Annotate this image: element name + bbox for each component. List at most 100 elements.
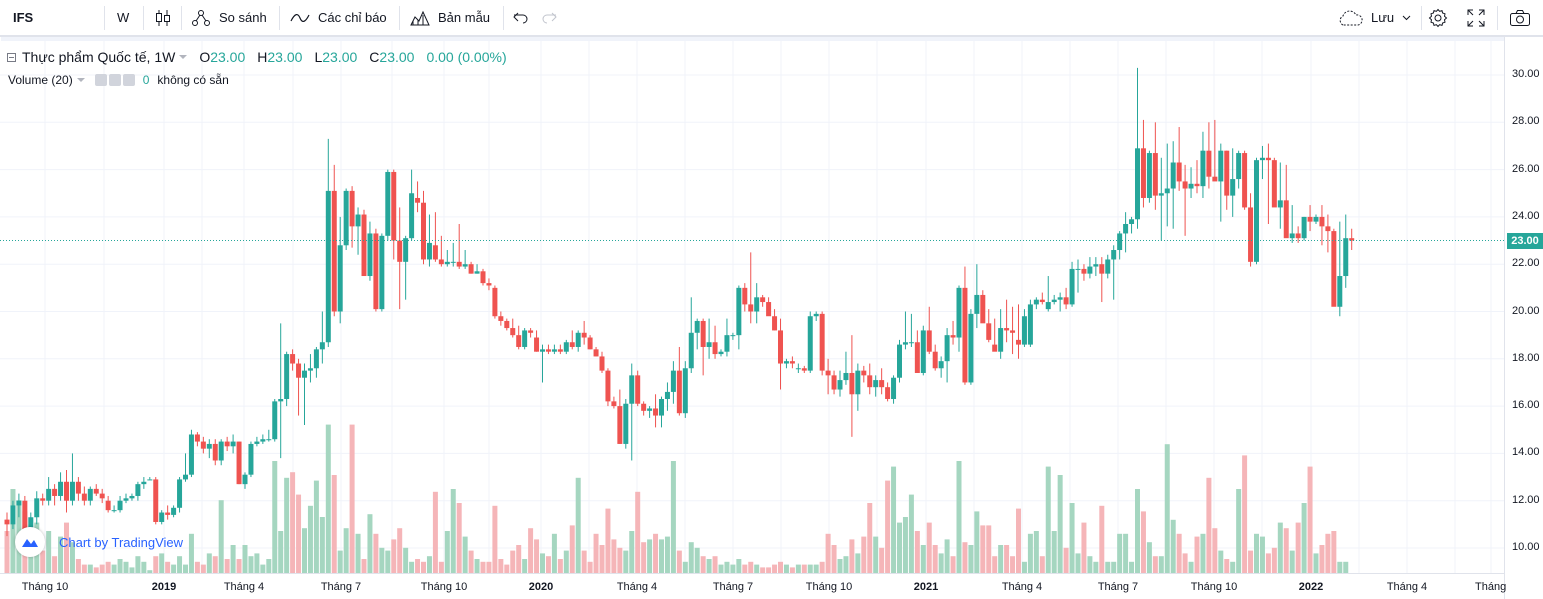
candle-body — [498, 316, 504, 321]
candle-body — [581, 332, 587, 338]
volume-bar — [754, 564, 760, 573]
candle-body — [1129, 219, 1135, 224]
volume-bar — [1140, 511, 1146, 573]
candle-body — [16, 500, 22, 506]
candle-body — [99, 493, 105, 499]
candle-body — [617, 406, 623, 444]
close-icon[interactable] — [122, 74, 135, 86]
collapse-legend-button[interactable] — [7, 52, 16, 62]
candle-body — [754, 297, 760, 312]
candle-body — [111, 510, 117, 512]
volume-bar — [885, 480, 891, 573]
redo-button[interactable] — [541, 0, 557, 35]
candle-body — [284, 354, 290, 400]
candle-body — [569, 342, 575, 347]
volume-bar — [1200, 533, 1206, 573]
candle-body — [575, 332, 581, 347]
fullscreen-button[interactable] — [1467, 0, 1485, 35]
volume-bar — [111, 564, 117, 573]
chevron-down-icon[interactable] — [179, 55, 188, 59]
candle-body — [748, 304, 754, 312]
volume-bar — [1027, 533, 1033, 573]
volume-bar — [1045, 466, 1051, 573]
candle-body — [22, 500, 28, 537]
time-tick-label: 2019 — [151, 581, 177, 593]
candle-body — [956, 287, 962, 338]
candle-body — [730, 335, 736, 337]
volume-bar — [206, 553, 212, 573]
candle-body — [153, 479, 159, 522]
candle-body — [200, 441, 206, 449]
volume-bar — [69, 542, 75, 573]
chart-style-button[interactable] — [155, 0, 171, 35]
candle-body — [468, 264, 474, 274]
candle-body — [1343, 238, 1349, 277]
price-tick-label: 10.00 — [1512, 541, 1540, 553]
compare-button[interactable]: So sánh — [191, 0, 267, 35]
candle-body — [938, 361, 944, 369]
candle-body — [212, 443, 218, 461]
candle-body — [1111, 250, 1117, 260]
candle-body — [325, 190, 331, 343]
volume-bar — [260, 564, 266, 573]
volume-bar — [165, 561, 171, 573]
gear-icon[interactable] — [108, 74, 121, 86]
candle-body — [766, 302, 772, 317]
candle-body — [510, 328, 516, 336]
interval-button[interactable]: W — [117, 0, 129, 35]
volume-bar — [1123, 533, 1129, 573]
candle-body — [837, 380, 843, 390]
volume-bar — [599, 545, 605, 573]
volume-bar — [664, 536, 670, 573]
change-value: 0.00 (0.00%) — [426, 49, 507, 65]
candle-body — [920, 330, 926, 373]
time-tick-label: Tháng 7 — [320, 581, 362, 593]
volume-bar — [105, 561, 111, 573]
volume-bar — [188, 533, 194, 573]
volume-bar — [468, 550, 474, 573]
toolbar-divider — [143, 6, 144, 30]
indicators-button[interactable]: Các chỉ báo — [290, 0, 387, 35]
candle-body — [1027, 304, 1033, 345]
symbol-search[interactable]: IFS — [13, 0, 33, 35]
undo-button[interactable] — [513, 0, 529, 35]
eye-icon[interactable] — [94, 74, 107, 86]
cloud-icon — [1337, 10, 1363, 26]
candle-body — [831, 375, 837, 390]
candle-body — [391, 171, 397, 241]
volume-bar — [534, 539, 540, 573]
templates-button[interactable]: Bản mẫu — [410, 0, 490, 35]
candle-body — [986, 323, 992, 340]
save-button[interactable]: Lưu — [1337, 0, 1411, 35]
candle-body — [355, 214, 361, 227]
candle-body — [534, 337, 540, 352]
volume-bar — [593, 533, 599, 573]
snapshot-button[interactable] — [1509, 0, 1531, 35]
volume-bar — [46, 531, 52, 573]
volume-bar — [1230, 561, 1236, 573]
tradingview-logo-icon — [15, 527, 45, 557]
volume-bar — [1313, 553, 1319, 573]
volume-bar — [236, 559, 242, 573]
candle-body — [718, 351, 724, 355]
volume-bar — [1051, 531, 1057, 573]
candle-body — [450, 261, 456, 263]
volume-bar — [1277, 522, 1283, 573]
tradingview-watermark[interactable]: Chart by TradingView — [15, 527, 183, 557]
volume-bar — [611, 539, 617, 573]
volume-bar — [349, 424, 355, 573]
volume-bar — [694, 547, 700, 573]
volume-bar — [1206, 477, 1212, 573]
settings-button[interactable] — [1428, 0, 1448, 35]
volume-bar — [825, 533, 831, 573]
candle-body — [1051, 299, 1057, 303]
chevron-down-icon[interactable] — [76, 78, 85, 82]
candle-body — [742, 287, 748, 305]
candle-body — [950, 335, 956, 338]
candle-body — [736, 287, 742, 336]
candle-body — [1254, 160, 1259, 262]
volume-bar — [1039, 556, 1045, 573]
volume-bar — [730, 564, 736, 573]
volume-bar — [867, 503, 873, 573]
